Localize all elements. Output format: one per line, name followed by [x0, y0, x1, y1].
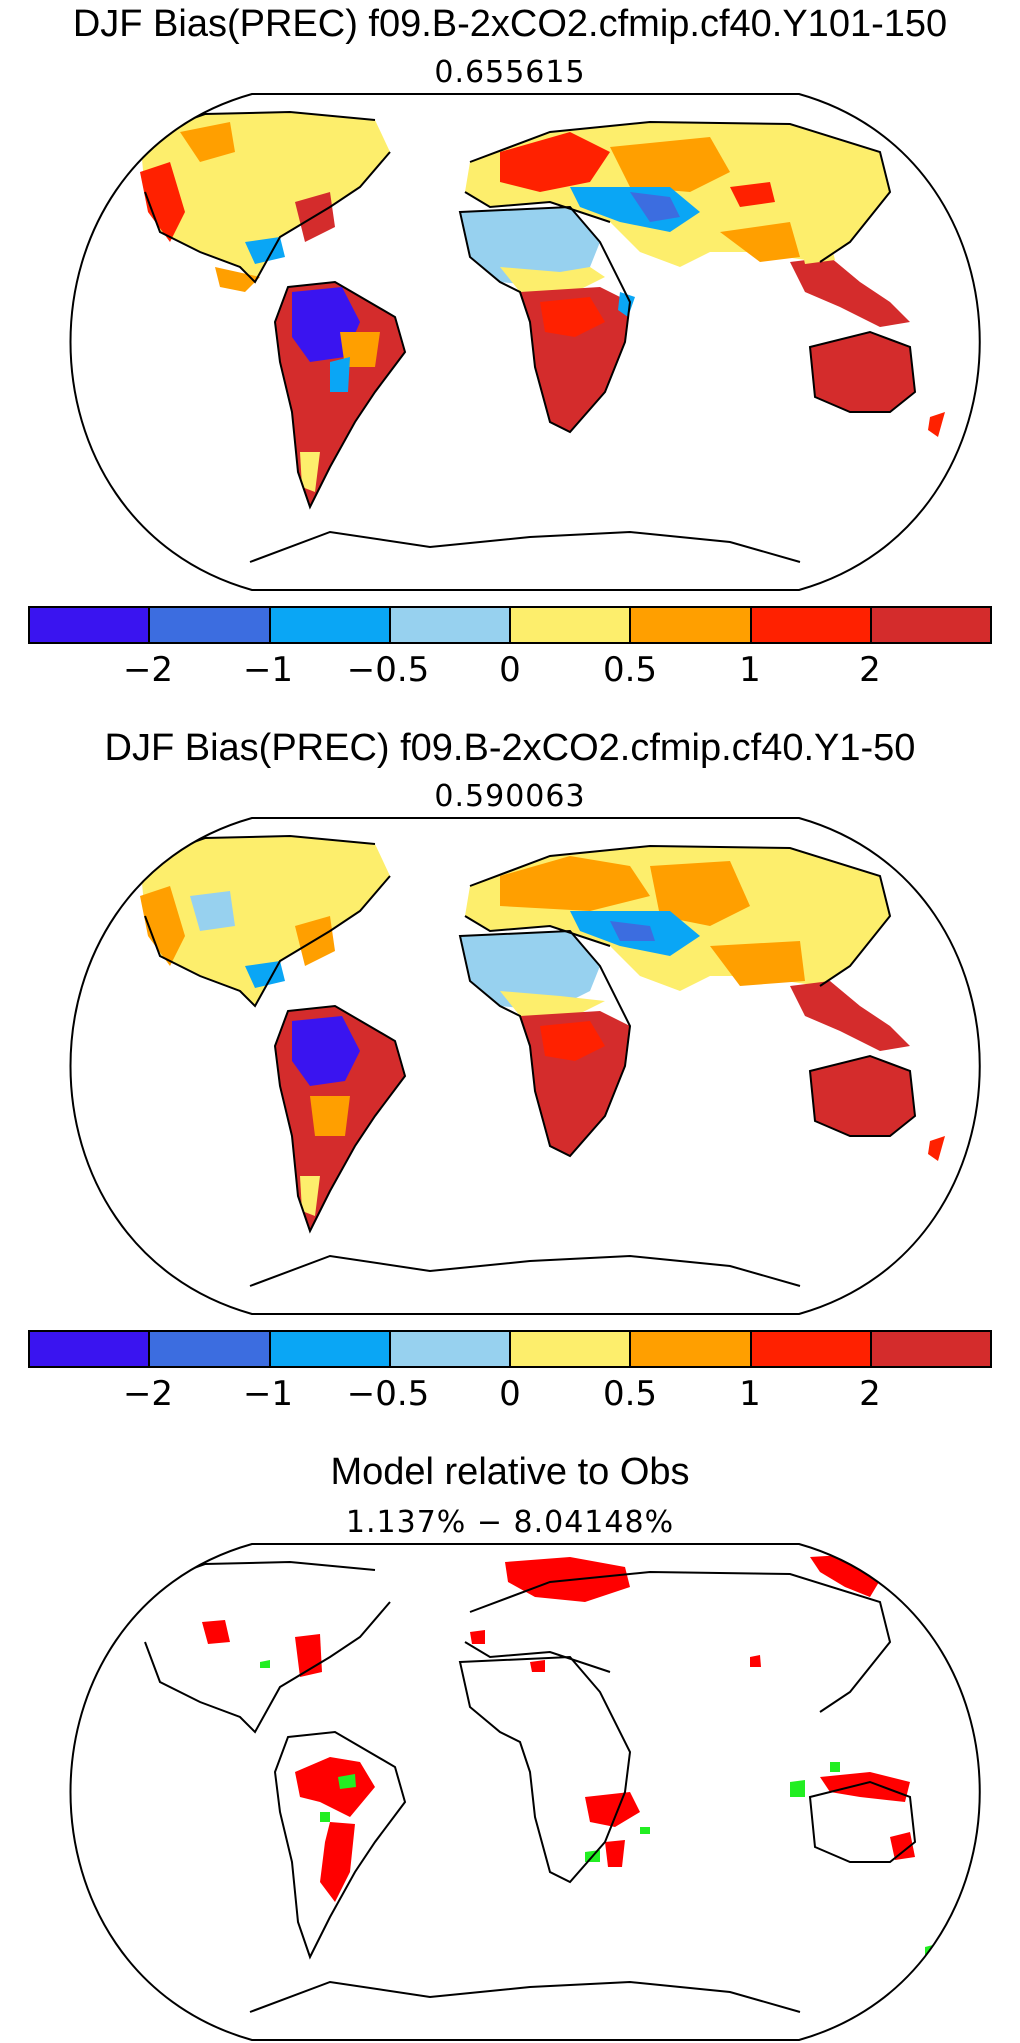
colorbar-tick-label: 0 [499, 650, 521, 690]
colorbar-swatch [390, 1332, 511, 1366]
panel-1-map-outline [69, 93, 981, 591]
panel-3-relative-map [69, 1543, 981, 2041]
greenland-bias [295, 117, 370, 162]
colorbar-tick-label: −2 [122, 650, 174, 690]
colorbar-swatch [150, 1332, 271, 1366]
panel-1-colorbar [28, 606, 992, 644]
panel-2-colorbar [28, 1330, 992, 1368]
colorbar-swatch [270, 1332, 391, 1366]
colorbar-swatch [751, 1332, 872, 1366]
colorbar-swatch [511, 1332, 632, 1366]
colorbar-swatch [751, 608, 872, 642]
colorbar-swatch [390, 608, 511, 642]
panel-2-title: DJF Bias(PREC) f09.B-2xCO2.cfmip.cf40.Y1… [104, 727, 916, 769]
panel-3-map-outline [69, 1543, 981, 2041]
africa-bias [460, 207, 600, 287]
colorbar-tick-label: 0.5 [602, 1374, 658, 1414]
panel-2-bias-map [69, 817, 981, 1315]
colorbar-tick-label: −1 [242, 650, 294, 690]
colorbar-tick-label: 0.5 [602, 650, 658, 690]
panel-2-map-outline [69, 817, 981, 1315]
colorbar-tick-label: 1 [739, 1374, 761, 1414]
colorbar-swatch [30, 1332, 151, 1366]
colorbar-swatch [270, 608, 391, 642]
relative-patch [338, 1774, 356, 1789]
panel-3-title: Model relative to Obs [330, 1451, 690, 1493]
colorbar-swatch [631, 608, 752, 642]
colorbar-tick-label: −1 [242, 1374, 294, 1414]
colorbar-swatch [150, 608, 271, 642]
colorbar-tick-label: 2 [859, 650, 881, 690]
colorbar-swatch [30, 608, 151, 642]
colorbar-tick-label: −0.5 [346, 1374, 430, 1414]
colorbar-tick-label: −0.5 [346, 650, 430, 690]
colorbar-tick-label: 1 [739, 650, 761, 690]
australia-bias [810, 332, 915, 412]
colorbar-tick-label: 2 [859, 1374, 881, 1414]
panel-3-value-range: 1.137% − 8.04148% [345, 1505, 675, 1540]
panel-1-value: 0.655615 [434, 55, 586, 90]
colorbar-swatch [871, 1332, 990, 1366]
colorbar-swatch [511, 608, 632, 642]
colorbar-tick-label: 0 [499, 1374, 521, 1414]
colorbar-swatch [631, 1332, 752, 1366]
panel-2-value: 0.590063 [434, 779, 586, 814]
panel-1-title: DJF Bias(PREC) f09.B-2xCO2.cfmip.cf40.Y1… [72, 3, 948, 45]
colorbar-swatch [871, 608, 990, 642]
maritime-continent-bias [790, 257, 910, 327]
panel-1-bias-map [69, 93, 981, 591]
colorbar-tick-label: −2 [122, 1374, 174, 1414]
